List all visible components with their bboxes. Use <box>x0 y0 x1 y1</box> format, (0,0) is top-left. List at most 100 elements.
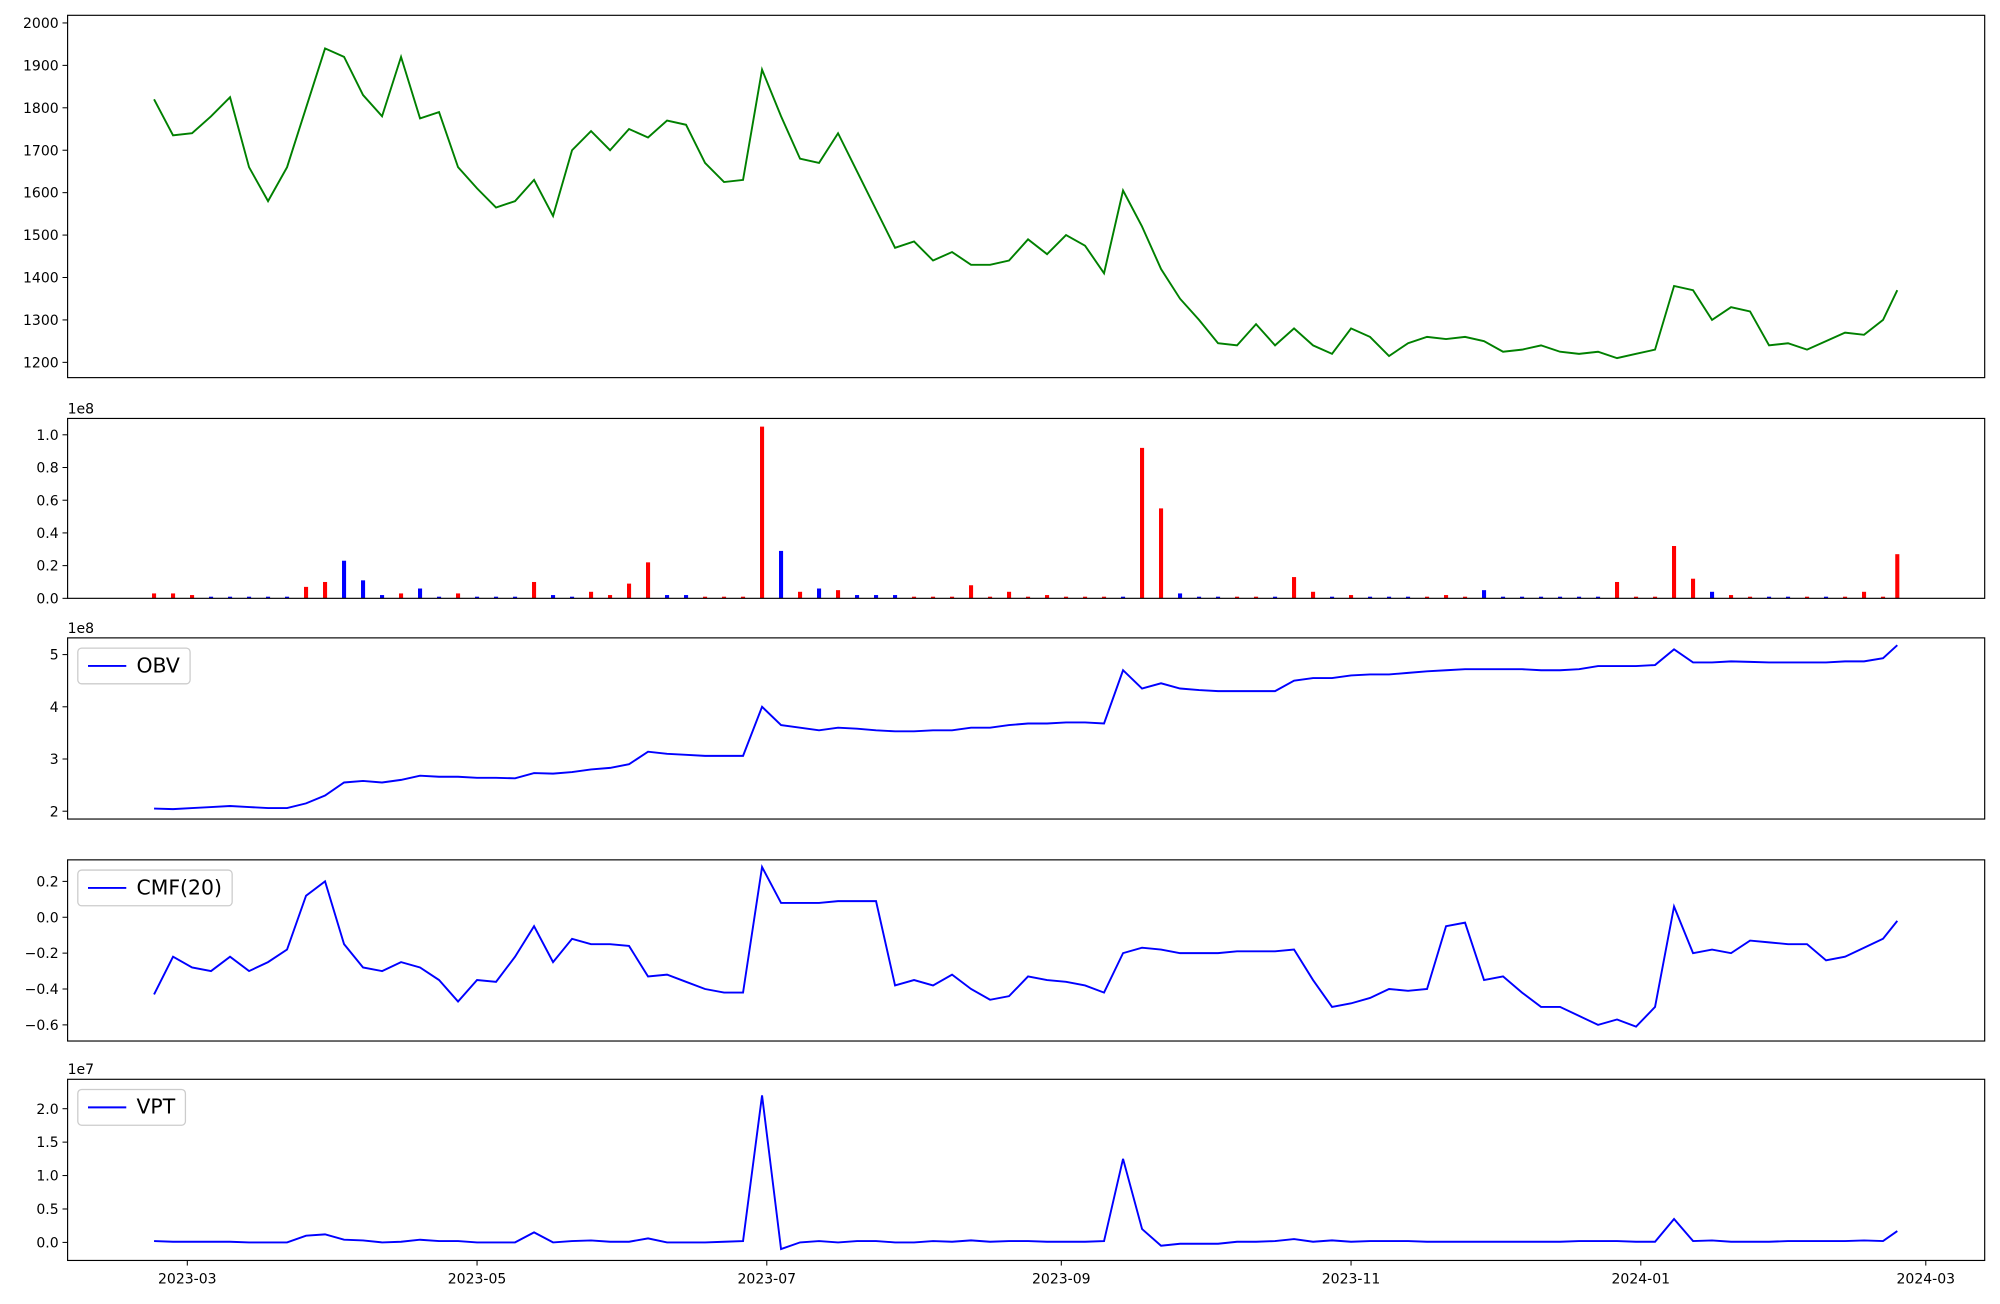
volume-bar <box>1387 596 1392 599</box>
y-tick-label: 1.0 <box>36 1169 58 1185</box>
y-tick-label: 0.2 <box>36 559 58 575</box>
y-tick-label: −0.4 <box>25 982 59 998</box>
x-tick-label: 2023-07 <box>738 1271 797 1287</box>
x-tick-label: 2023-05 <box>448 1271 507 1287</box>
y-tick-label: 0.5 <box>36 1202 58 1218</box>
volume-bar <box>342 560 347 599</box>
volume-bar <box>1539 596 1544 599</box>
volume-bar <box>779 550 784 599</box>
volume-bar <box>1254 596 1259 599</box>
y-tick-label: 4 <box>50 700 59 716</box>
y-tick-label: 0.6 <box>36 493 58 509</box>
y-tick-label: 3 <box>50 752 59 768</box>
volume-bar <box>1558 596 1563 599</box>
y-tick-label: 1900 <box>23 58 59 74</box>
volume-bar <box>1292 577 1297 599</box>
volume-bar <box>969 585 974 599</box>
x-tick-label: 2024-01 <box>1612 1271 1671 1287</box>
axes-frame <box>67 859 1986 1042</box>
volume-bar <box>608 595 613 599</box>
volume-bar <box>209 596 214 599</box>
x-tick-label: 2023-03 <box>158 1271 217 1287</box>
volume-bar <box>1406 596 1411 599</box>
volume-bar <box>1425 596 1430 599</box>
y-tick-label: 0.0 <box>36 1236 58 1252</box>
volume-bar <box>1634 596 1639 599</box>
y-tick-label: 5 <box>50 648 59 664</box>
x-tick-label: 2024-03 <box>1897 1271 1956 1287</box>
volume-bar <box>570 596 575 599</box>
volume-bar <box>1862 591 1867 599</box>
volume-bar <box>1197 596 1202 599</box>
volume-bar <box>1121 596 1126 599</box>
line <box>154 644 1898 811</box>
volume-bar <box>1349 595 1354 599</box>
y-tick-label: 2.0 <box>36 1102 58 1118</box>
volume-bar <box>1482 590 1487 599</box>
legend-box <box>77 1088 187 1126</box>
y-tick-label: 2000 <box>23 16 59 32</box>
volume-bar <box>361 580 366 599</box>
volume-bar <box>1710 591 1715 599</box>
volume-bar <box>513 596 518 599</box>
volume-bar <box>1786 596 1791 599</box>
volume-bar <box>247 596 252 599</box>
x-tick-label: 2023-09 <box>1032 1271 1091 1287</box>
volume-bar <box>817 588 822 599</box>
volume-bar <box>1653 596 1658 599</box>
volume-bar <box>1045 595 1050 599</box>
legend-box <box>77 647 191 685</box>
legend-label: VPT <box>136 1095 175 1119</box>
offset-text: 1e8 <box>68 401 94 417</box>
volume-bar <box>1140 447 1145 599</box>
volume-bar <box>684 595 689 599</box>
volume-bar <box>1368 596 1373 599</box>
volume-bar <box>1843 596 1848 599</box>
y-tick-label: 1700 <box>23 143 59 159</box>
volume-bar <box>190 595 195 599</box>
volume-bar <box>1824 596 1829 599</box>
volume-bar <box>665 595 670 599</box>
volume-bar <box>1102 596 1107 599</box>
volume-bar <box>1615 581 1620 599</box>
offset-text: 1e8 <box>68 621 94 637</box>
y-tick-label: 0.4 <box>36 526 58 542</box>
y-tick-label: 0.2 <box>36 874 58 890</box>
volume-bar <box>380 595 385 599</box>
volume-bar <box>1330 596 1335 599</box>
y-tick-label: 0.0 <box>36 910 58 926</box>
volume-bar <box>1216 596 1221 599</box>
line <box>153 864 1899 1028</box>
volume-bar <box>1577 596 1582 599</box>
volume-bar <box>1007 591 1012 599</box>
volume-bar <box>399 593 404 599</box>
volume-bar <box>855 595 860 599</box>
volume-bar <box>646 562 651 599</box>
volume-bar <box>798 591 803 599</box>
volume-bar <box>1672 546 1677 599</box>
volume-bar <box>760 426 765 599</box>
y-tick-label: 1300 <box>23 313 59 329</box>
volume-bar <box>532 581 537 599</box>
line <box>153 47 1899 360</box>
axes-frame <box>67 637 1986 820</box>
volume-bar <box>1026 596 1031 599</box>
volume-bar <box>741 596 746 599</box>
x-tick-label: 2023-11 <box>1322 1271 1381 1287</box>
volume-bar <box>1463 596 1468 599</box>
volume-bar <box>1444 595 1449 599</box>
volume-bar <box>152 593 157 599</box>
volume-bar <box>1691 578 1696 599</box>
volume-bar <box>722 596 727 599</box>
volume-bar <box>437 596 442 599</box>
axes-frame <box>67 417 1986 599</box>
volume-bar <box>836 590 841 599</box>
legend-label: OBV <box>136 653 179 677</box>
volume-bar <box>228 596 233 599</box>
legend-box <box>77 869 233 907</box>
volume-bar <box>988 596 993 599</box>
volume-bar <box>418 588 423 599</box>
volume-bar <box>1311 591 1316 599</box>
volume-bar <box>589 591 594 599</box>
offset-text: 1e7 <box>68 1062 94 1078</box>
